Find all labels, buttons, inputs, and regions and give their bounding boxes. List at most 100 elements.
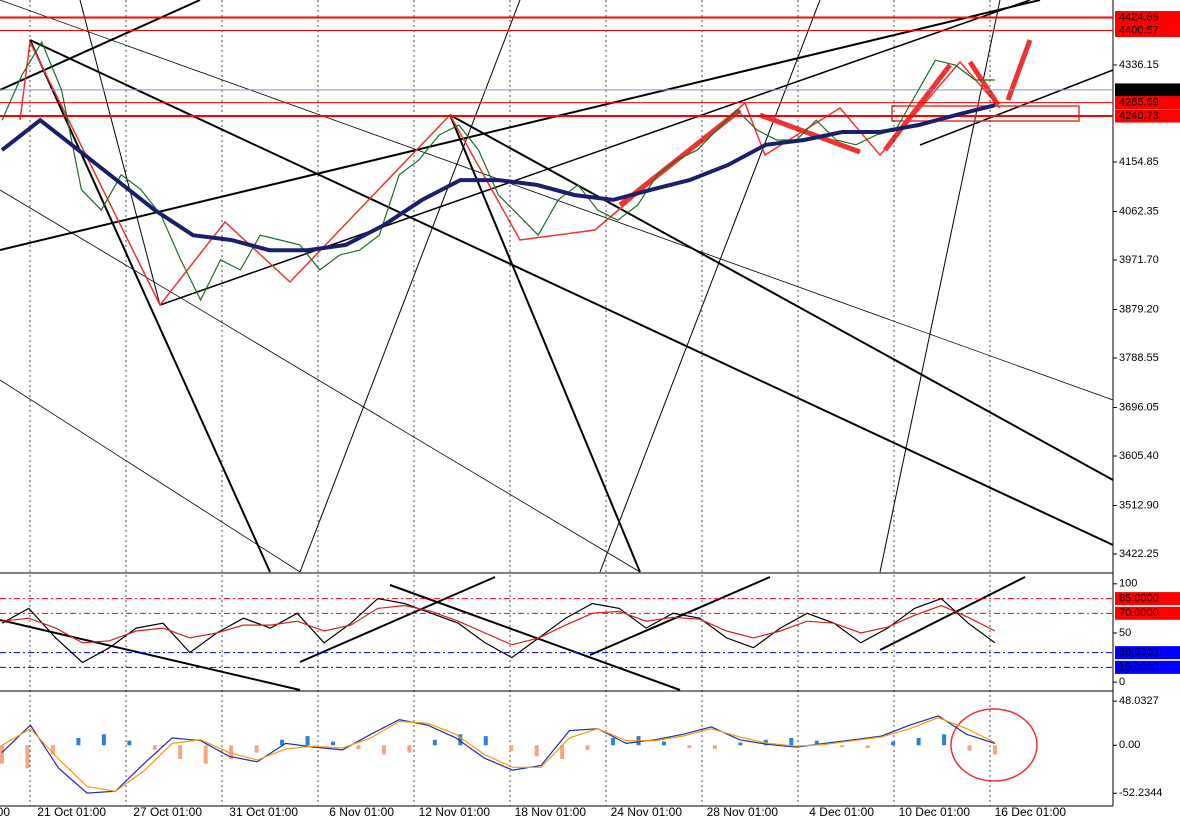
trend-line — [299, 0, 521, 573]
histogram-bar — [458, 734, 463, 746]
level-label: 30.0000 — [1119, 647, 1159, 659]
trend-line — [449, 114, 641, 573]
trend-lines — [0, 0, 1114, 691]
histogram-bar — [432, 739, 437, 746]
y-tick-label: 3788.55 — [1119, 352, 1159, 364]
level-tag — [1115, 660, 1180, 674]
level-label: 70.0000 — [1119, 607, 1159, 619]
histogram-bar — [738, 742, 743, 746]
histogram-bar — [814, 740, 819, 746]
series-line — [1, 604, 996, 646]
histogram-bar — [50, 745, 55, 755]
histogram-bar — [229, 745, 234, 760]
level-tag — [1115, 96, 1180, 110]
level-tag — [1115, 592, 1180, 606]
series-line — [1, 597, 996, 664]
histogram-bar — [942, 734, 947, 746]
trend-line — [879, 0, 1001, 573]
histogram-bar — [0, 745, 4, 764]
x-tick-label: 21 Oct 01:00 — [37, 805, 106, 819]
histogram-bar — [76, 737, 81, 746]
y-tick-label: 4154.85 — [1119, 156, 1159, 168]
histogram-bar — [178, 745, 183, 760]
level-tag — [1115, 24, 1180, 38]
trend-line — [29, 39, 1114, 546]
x-tick-label: 27 Oct 01:00 — [133, 805, 202, 819]
histogram-bar — [789, 737, 794, 746]
x-tick-label: 00 — [0, 805, 10, 819]
x-tick-label: 10 Dec 01:00 — [899, 805, 971, 819]
trend-line — [79, 0, 161, 306]
y-tick-label: 3879.20 — [1119, 303, 1159, 315]
histogram-bar — [840, 745, 845, 748]
trend-line — [299, 576, 496, 663]
x-tick-label: 6 Nov 01:00 — [329, 805, 394, 819]
y-tick-label: 4336.15 — [1119, 59, 1159, 71]
histogram-bar — [254, 745, 259, 753]
level-label: 4240.73 — [1119, 110, 1159, 122]
histogram-bar — [585, 745, 590, 750]
histogram-bar — [381, 745, 386, 755]
histogram-bar — [331, 741, 335, 746]
x-tick-label: 18 Nov 01:00 — [515, 805, 587, 819]
trend-line — [599, 0, 821, 573]
x-tick-label: 24 Nov 01:00 — [611, 805, 683, 819]
level-tag — [1115, 11, 1180, 25]
x-tick-label: 31 Oct 01:00 — [229, 805, 298, 819]
histogram-bar — [687, 745, 692, 749]
x-tick-label: 16 Dec 01:00 — [995, 805, 1067, 819]
histogram-bar — [534, 745, 539, 757]
y-tick-label: 3605.40 — [1119, 450, 1159, 462]
histogram-bar — [483, 736, 488, 746]
level-tag — [1115, 83, 1180, 97]
x-tick-label: 28 Nov 01:00 — [707, 805, 779, 819]
y-tick-label: 0.00 — [1119, 739, 1140, 751]
histogram-bar — [662, 741, 666, 746]
histogram-bar — [509, 745, 514, 751]
histogram-bar — [891, 741, 896, 746]
level-label: 4289.56 — [1119, 84, 1159, 96]
level-tag — [1115, 606, 1180, 620]
trend-line — [449, 114, 1114, 481]
trend-line — [0, 189, 641, 573]
histogram-bar — [356, 745, 361, 749]
series-line — [1, 715, 996, 794]
zigzag — [19, 39, 1001, 307]
y-tick-label: -52.2344 — [1119, 787, 1162, 799]
histogram-bar — [916, 737, 921, 746]
histogram-bar — [611, 737, 616, 746]
y-tick-label: 3696.05 — [1119, 401, 1159, 413]
arrow — [967, 60, 1001, 107]
series-line — [0, 103, 996, 253]
histogram-bar — [280, 739, 285, 746]
y-tick-label: 100 — [1119, 578, 1137, 590]
trend-line — [0, 0, 1041, 251]
trend-line — [589, 576, 771, 656]
histogram-bar — [712, 745, 717, 749]
trend-line — [0, 0, 1114, 401]
histogram-bar — [865, 745, 870, 749]
level-label: 4265.69 — [1119, 97, 1159, 109]
highlight-circle — [950, 708, 1038, 782]
y-tick-label: 50 — [1119, 627, 1131, 639]
histogram-bar — [967, 745, 972, 751]
trend-line — [0, 0, 201, 91]
frame — [0, 0, 1114, 807]
level-label: 85.0000 — [1119, 592, 1159, 604]
histogram-bar — [101, 734, 106, 746]
y-tick-label: 4062.35 — [1119, 205, 1159, 217]
trend-line — [159, 0, 1031, 306]
histogram-bar — [305, 736, 310, 746]
level-label: 15.0000 — [1119, 661, 1159, 673]
trend-line — [29, 39, 271, 573]
x-tick-label: 12 Nov 01:00 — [419, 805, 491, 819]
arrow — [618, 108, 742, 207]
y-tick-label: 3512.90 — [1119, 499, 1159, 511]
trend-line — [0, 379, 301, 573]
series-line — [1, 717, 996, 792]
histogram-bar — [203, 745, 208, 764]
level-label: 4424.85 — [1119, 11, 1159, 23]
y-tick-label: 3971.70 — [1119, 254, 1159, 266]
